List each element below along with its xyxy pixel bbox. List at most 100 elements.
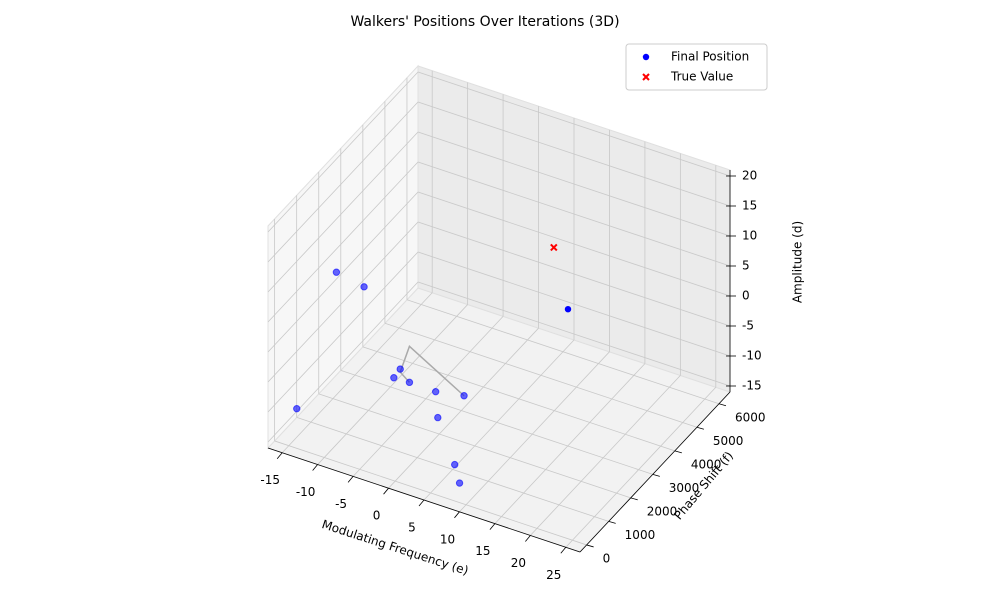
series-point [564, 306, 572, 313]
y-tick-label: 0 [603, 551, 611, 565]
x-tick [383, 487, 389, 495]
grid-line [565, 386, 717, 548]
y-axis-line [579, 391, 731, 553]
y-tick-label: 4000 [691, 457, 722, 471]
grid-line [340, 369, 653, 475]
series-point-stroke [550, 243, 558, 252]
grid-line [267, 281, 419, 443]
x-tick [489, 523, 496, 530]
grid-line [267, 251, 419, 413]
x-axis-line [267, 447, 581, 553]
grid-line [459, 351, 610, 513]
grid-line [296, 417, 609, 522]
y-tick [608, 521, 616, 524]
grid-line [267, 101, 419, 263]
legend-marker [642, 73, 650, 81]
grid-line [417, 221, 731, 327]
y-tick [652, 473, 660, 477]
x-tick-label: -15 [260, 473, 280, 487]
z-tick-label: -5 [742, 319, 754, 333]
x-tick [418, 499, 425, 507]
grid-line [274, 440, 587, 546]
grid-line [417, 131, 731, 237]
x-tick [525, 535, 531, 542]
grid-line [267, 161, 419, 323]
x-tick [312, 464, 318, 471]
left-pane [267, 64, 419, 450]
walker-point [360, 283, 368, 291]
x-tick-label: -10 [296, 485, 316, 499]
grid-line [417, 161, 731, 267]
grid-line [267, 191, 419, 353]
grid-line [281, 292, 433, 454]
z-tick-label: 15 [742, 199, 757, 213]
walker-point [455, 479, 464, 487]
y-tick-label: 3000 [669, 481, 700, 495]
z-tick-label: 20 [742, 169, 757, 183]
x-tick [454, 511, 460, 519]
grid-line [417, 251, 731, 357]
walker-point [405, 378, 414, 387]
legend-label: True Value [670, 70, 733, 84]
grid-line [267, 221, 419, 383]
x-tick [276, 452, 283, 459]
x-tick-label: 5 [408, 521, 416, 535]
z-tick-label: 10 [742, 229, 757, 243]
x-tick-label: 20 [511, 556, 526, 570]
y-tick-label: 1000 [625, 528, 656, 542]
z-tick-label: -15 [742, 379, 762, 393]
z-tick-label: -10 [742, 349, 762, 363]
walker-point [434, 413, 442, 422]
grid-line [494, 363, 646, 524]
x-tick-label: 10 [440, 532, 455, 546]
legend-marker [642, 53, 650, 61]
grid-line [417, 191, 731, 297]
series-point [550, 243, 558, 252]
grid-line [384, 322, 698, 428]
x-tick-label: 25 [546, 568, 561, 582]
y-tick [630, 497, 638, 501]
grid-line [417, 281, 731, 387]
y-tick [586, 544, 594, 548]
walker-point [451, 460, 459, 469]
walker-point [390, 374, 398, 382]
y-tick [718, 403, 727, 407]
trajectory-line [399, 345, 465, 397]
legend-marker-stroke [642, 73, 650, 81]
y-tick-label: 2000 [647, 504, 678, 518]
grid-line [352, 316, 504, 477]
y-tick [674, 450, 682, 454]
x-tick [347, 476, 354, 483]
grid-line [417, 71, 731, 177]
legend-label: Final Position [671, 50, 749, 64]
walker-point [293, 404, 301, 413]
x-tick-label: 15 [475, 544, 490, 558]
walker-point [332, 268, 341, 276]
grid-line [267, 131, 419, 293]
grid-line [423, 339, 575, 501]
x-tick-label: -5 [335, 497, 347, 511]
y-tick [696, 426, 705, 430]
grid-line [318, 393, 631, 499]
x-axis-label: Modulating Frequency (e) [320, 517, 470, 578]
grid-line [406, 299, 720, 405]
y-tick-label: 6000 [735, 410, 766, 424]
walker-point [396, 365, 404, 373]
x-tick [560, 547, 567, 554]
x-tick-label: 0 [373, 509, 381, 523]
grid-line [362, 346, 675, 452]
y-tick-label: 5000 [713, 434, 744, 448]
z-tick-label: 5 [742, 259, 750, 273]
legend-box [625, 43, 768, 91]
walker-point [460, 392, 468, 400]
chart-title: Walkers' Positions Over Iterations (3D) [350, 14, 619, 30]
grid-line [417, 101, 731, 207]
z-axis-label: Amplitude (d) [791, 221, 805, 303]
grid-line [388, 327, 539, 489]
z-tick-label: 0 [742, 289, 750, 303]
grid-line [317, 304, 468, 465]
grid-line [530, 375, 681, 536]
walker-point [431, 387, 440, 396]
grid-line [267, 71, 419, 233]
